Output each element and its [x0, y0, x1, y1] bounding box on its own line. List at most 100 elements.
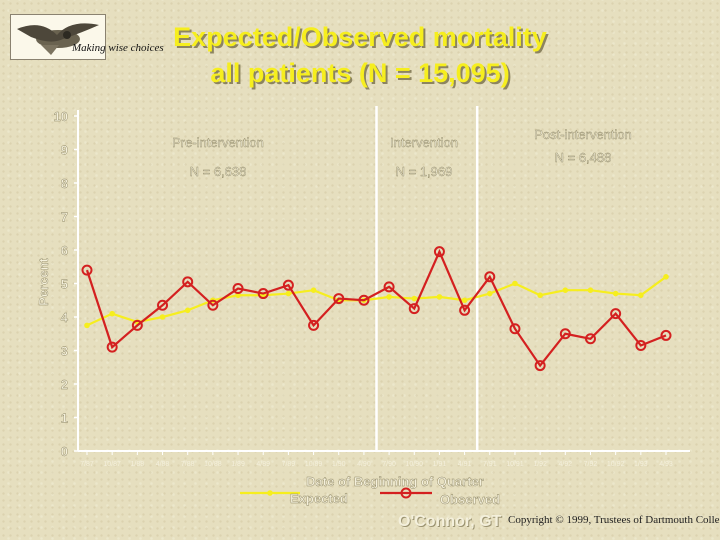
observed-data-point — [459, 304, 471, 316]
author-credit: O'Connor, GT — [398, 513, 502, 530]
expected-series-line — [86, 275, 667, 327]
phase-name-label: Intervention — [390, 135, 458, 150]
legend-marker — [267, 490, 273, 496]
x-tick-label: 1/91 — [433, 461, 447, 468]
expected-data-point — [285, 290, 292, 297]
phase-n-label: N = 6,488 — [555, 150, 612, 165]
x-tick-label: 1/88 — [131, 461, 145, 468]
chart-axes — [74, 110, 690, 455]
observed-data-point — [383, 281, 395, 293]
y-tick-label: 7 — [61, 210, 68, 225]
observed-data-point — [584, 333, 596, 345]
expected-data-point — [109, 310, 115, 317]
expected-data-point — [562, 287, 569, 294]
x-tick-label: 7/91 — [483, 461, 497, 468]
phase-name-label: Post-intervention — [534, 127, 632, 142]
observed-data-point — [559, 328, 571, 340]
x-tick-label: 7/87 — [80, 461, 94, 468]
x-tick-label: 10/90 — [405, 461, 423, 468]
observed-data-point — [308, 319, 320, 331]
y-tick-label: 1 — [61, 411, 68, 426]
phase-n-label: N = 6,638 — [190, 164, 247, 179]
logo-caption: Making wise choices — [72, 42, 164, 54]
x-tick-label: 4/88 — [156, 461, 170, 468]
x-tick-label: 1/90 — [332, 461, 346, 468]
observed-data-point — [157, 299, 169, 311]
x-tick-label: 10/88 — [204, 461, 222, 468]
legend-label: Observed — [440, 492, 500, 507]
observed-data-point — [232, 283, 244, 295]
x-tick-label: 1/92 — [533, 461, 547, 468]
chart-title-line-2: all patients (N = 15,095) — [210, 58, 510, 88]
phase-labels: Pre-intervention N = 6,638 Intervention N =… — [172, 127, 632, 179]
y-axis-label: Percent — [36, 257, 51, 305]
observed-data-point — [509, 323, 521, 335]
x-tick-label: 4/89 — [256, 461, 270, 468]
observed-data-point — [257, 288, 269, 300]
observed-data-point — [484, 271, 496, 283]
observed-data-point — [131, 319, 143, 331]
legend-label: Expected — [290, 491, 348, 506]
observed-data-point — [610, 308, 622, 320]
expected-data-point — [461, 297, 468, 304]
observed-data-point — [408, 303, 420, 315]
owl-logo-icon — [17, 23, 99, 55]
logo — [10, 14, 106, 60]
x-tick-label: 4/92 — [558, 461, 572, 468]
x-tick-label: 10/87 — [103, 461, 121, 468]
copyright-notice: Copyright © 1999, Trustees of Dartmouth … — [508, 514, 720, 526]
expected-data-point — [537, 292, 543, 299]
expected-data-point — [587, 287, 594, 294]
x-tick-label: 10/89 — [305, 461, 323, 468]
y-tick-label: 3 — [61, 344, 68, 359]
phase-name-label: Pre-intervention — [172, 135, 264, 150]
y-tick-label: 8 — [61, 176, 68, 191]
observed-data-point — [333, 293, 345, 305]
expected-data-point — [663, 274, 669, 280]
y-tick-label: 0 — [61, 444, 68, 459]
x-tick-label: 10/91 — [506, 461, 524, 468]
expected-data-point — [512, 280, 518, 287]
observed-data-point — [534, 360, 546, 372]
expected-data-point — [411, 295, 418, 302]
y-tick-label: 4 — [61, 310, 69, 325]
expected-data-point — [386, 294, 392, 300]
x-tick-label: 7/90 — [382, 461, 396, 468]
observed-data-point — [81, 264, 93, 276]
y-tick-labels: 0 1 2 3 4 5 6 7 8 9 10 — [53, 109, 69, 459]
phase-n-label: N = 1,969 — [396, 164, 453, 179]
expected-data-point — [436, 294, 443, 300]
observed-data-point — [282, 279, 294, 291]
expected-data-point — [84, 322, 90, 329]
phase-dividers — [375, 106, 479, 451]
expected-data-point — [159, 314, 166, 320]
y-tick-label: 10 — [54, 109, 68, 124]
x-tick-label: 4/91 — [458, 461, 472, 468]
observed-data-point — [207, 299, 219, 311]
observed-data-point — [635, 339, 647, 351]
observed-data-point — [358, 294, 370, 306]
x-tick-label: 4/90 — [357, 461, 371, 468]
x-tick-label: 7/92 — [584, 461, 598, 468]
expected-data-point — [184, 307, 191, 314]
observed-data-point — [106, 341, 118, 353]
x-tick-label: 1/93 — [634, 461, 648, 468]
observed-data-point — [660, 329, 672, 341]
legend-marker — [400, 487, 412, 499]
y-tick-label: 5 — [61, 277, 68, 292]
series-layer — [81, 246, 672, 372]
y-tick-label: 6 — [61, 243, 68, 258]
expected-data-point — [310, 287, 317, 294]
x-tick-label: 7/89 — [282, 461, 296, 468]
x-tick-label: 7/88 — [181, 461, 195, 468]
legend: Expected Observed — [240, 487, 500, 507]
y-tick-label: 9 — [61, 143, 68, 158]
observed-data-point — [433, 246, 445, 258]
x-tick-label: 10/92 — [607, 461, 625, 468]
x-axis-label: Date of Beginning of Quarter — [306, 474, 484, 489]
expected-data-point — [638, 292, 644, 299]
expected-data-point — [486, 290, 493, 297]
observed-data-point — [182, 276, 194, 288]
x-tick-label: 4/93 — [659, 461, 673, 468]
